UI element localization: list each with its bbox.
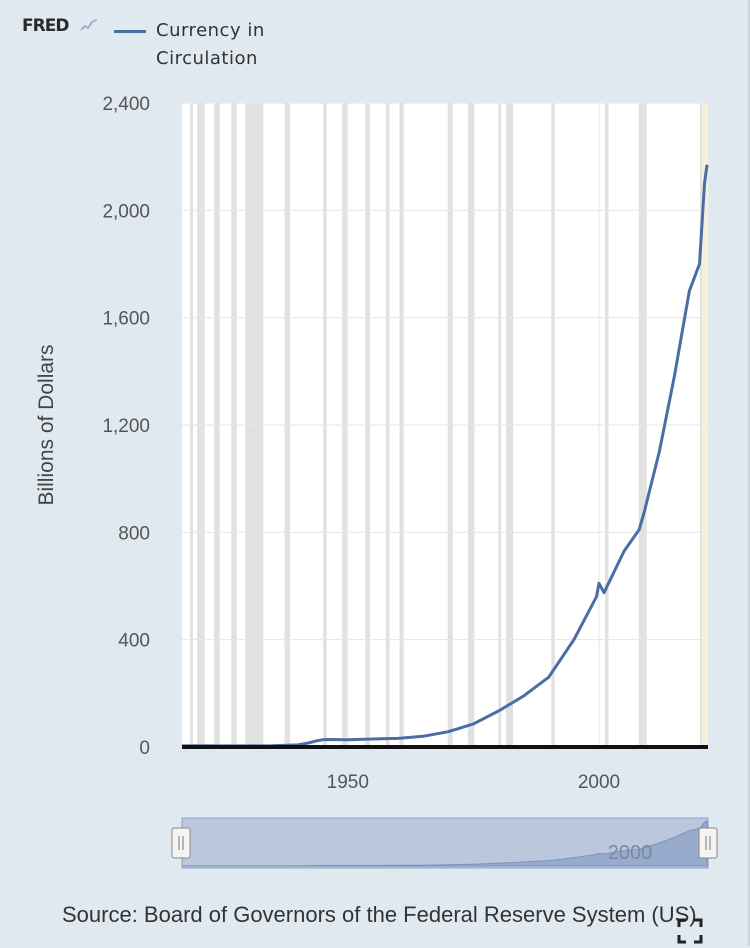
x-tick-label: 2000 bbox=[578, 772, 620, 793]
y-tick-label: 2,000 bbox=[102, 201, 150, 222]
navigator-left-handle[interactable] bbox=[172, 828, 190, 858]
y-tick-labels: 0 400 800 1,200 1,600 2,000 2,400 bbox=[102, 94, 150, 759]
navigator-right-handle[interactable] bbox=[699, 828, 717, 858]
y-tick-label: 1,200 bbox=[102, 416, 150, 437]
x-tick-labels: 1950 2000 bbox=[327, 772, 620, 793]
source-note: Source: Board of Governors of the Federa… bbox=[62, 902, 750, 928]
y-tick-label: 400 bbox=[118, 631, 150, 652]
y-tick-label: 1,600 bbox=[102, 309, 150, 330]
navigator-axis-label: 2000 bbox=[608, 842, 653, 864]
y-tick-label: 0 bbox=[139, 738, 150, 759]
y-tick-label: 800 bbox=[118, 523, 150, 544]
y-tick-label: 2,400 bbox=[102, 94, 150, 115]
chart-area: 0 400 800 1,200 1,600 2,000 2,400 1950 2000 200… bbox=[0, 0, 748, 900]
fullscreen-icon[interactable] bbox=[677, 918, 703, 944]
x-tick-label: 1950 bbox=[327, 772, 369, 793]
